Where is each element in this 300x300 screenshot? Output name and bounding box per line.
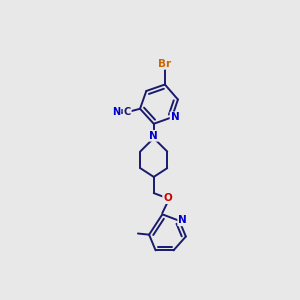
Text: C: C: [124, 106, 131, 116]
Text: N: N: [178, 215, 187, 225]
Text: N: N: [149, 131, 158, 141]
Text: N: N: [112, 106, 120, 116]
Text: O: O: [163, 193, 172, 203]
Text: N: N: [170, 112, 179, 122]
Text: Br: Br: [158, 59, 172, 69]
